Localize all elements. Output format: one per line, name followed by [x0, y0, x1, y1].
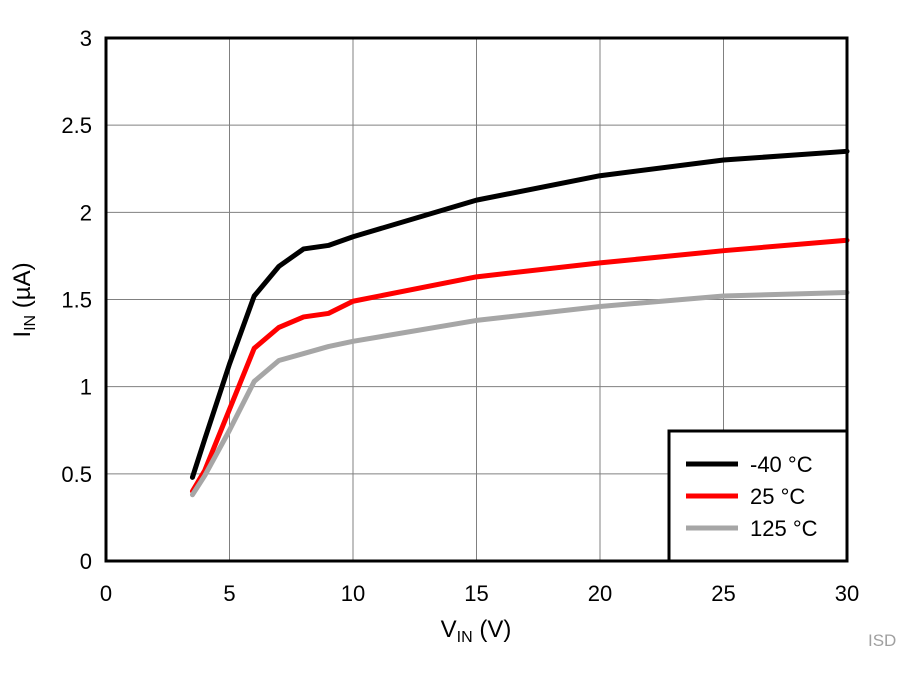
watermark: ISD	[868, 631, 896, 650]
series-line-2	[189, 290, 850, 498]
x-tick-label: 10	[341, 581, 365, 606]
series-line-1	[189, 237, 850, 494]
legend-label: 125 °C	[750, 516, 818, 541]
y-tick-label: 2	[80, 200, 92, 225]
legend-label: -40 °C	[750, 452, 813, 477]
series-lines	[189, 148, 850, 498]
y-tick-label: 0.5	[61, 462, 92, 487]
y-tick-label: 1.5	[61, 288, 92, 313]
y-tick-labels: 0 0.5 1 1.5 2 2.5 3	[61, 26, 92, 574]
x-tick-labels: 0 5 10 15 20 25 30	[100, 581, 859, 606]
y-tick-label: 0	[80, 549, 92, 574]
y-tick-label: 2.5	[61, 113, 92, 138]
y-axis-label: IIN (µA)	[9, 262, 39, 337]
x-axis-label: VIN (V)	[441, 616, 512, 646]
series-line-0	[189, 148, 850, 480]
plot-frame	[104, 36, 849, 563]
x-tick-label: 30	[835, 581, 859, 606]
legend-label: 25 °C	[750, 484, 805, 509]
y-tick-label: 3	[80, 26, 92, 51]
y-tick-label: 1	[80, 375, 92, 400]
x-tick-label: 15	[464, 581, 488, 606]
legend: -40 °C 25 °C 125 °C	[667, 429, 849, 563]
x-tick-label: 0	[100, 581, 112, 606]
x-tick-label: 5	[223, 581, 235, 606]
x-tick-label: 25	[711, 581, 735, 606]
x-tick-label: 20	[588, 581, 612, 606]
